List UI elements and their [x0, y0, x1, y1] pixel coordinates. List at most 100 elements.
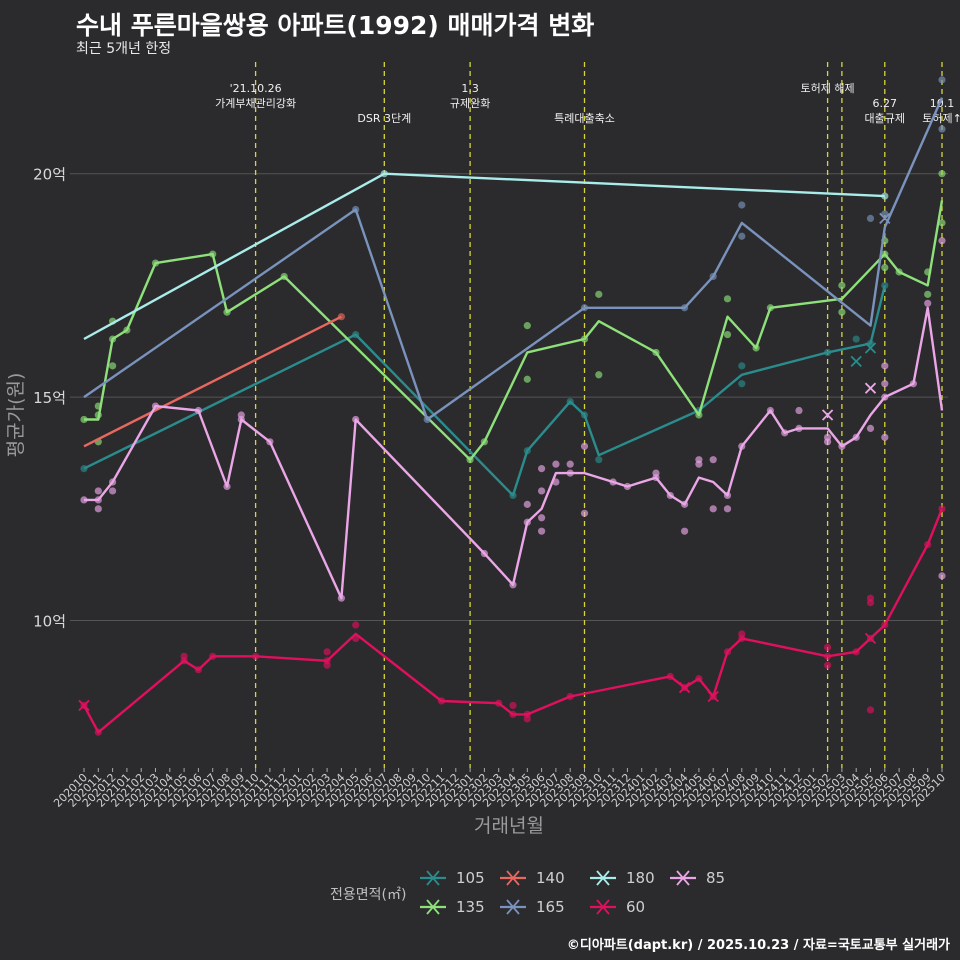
legend-key-icon [420, 899, 446, 915]
cross-marker [864, 382, 877, 394]
legend-item-180: 180 [590, 866, 655, 890]
y-tick-label: 10억 [33, 613, 66, 631]
event-label: 10.1 [930, 97, 955, 110]
data-point [237, 411, 245, 419]
legend-label: 105 [456, 869, 485, 887]
data-point [509, 701, 517, 710]
event-label: '21.10.26 [230, 82, 282, 95]
event-label: 6.27 [873, 97, 898, 110]
legend-label: 60 [626, 898, 646, 916]
data-point [552, 460, 560, 468]
data-point [866, 424, 875, 433]
event-label: 대출규제 [865, 112, 905, 125]
data-point [109, 487, 117, 495]
event-label: 규제완화 [450, 97, 490, 110]
data-point [938, 219, 946, 227]
cross-marker [678, 681, 691, 694]
event-label: DSR 3단계 [357, 112, 411, 125]
data-point [695, 456, 703, 464]
data-point [738, 232, 746, 240]
legend-key-icon [590, 899, 616, 915]
data-point [109, 362, 117, 370]
data-point [94, 487, 102, 495]
legend-item-135: 135 [420, 895, 485, 919]
data-point [538, 487, 546, 495]
data-point [709, 505, 717, 513]
data-point [838, 281, 846, 290]
event-label: 특례대출축소 [554, 112, 615, 125]
event-label: 가계부채관리강화 [215, 97, 296, 110]
data-point [938, 237, 946, 245]
series-105 [80, 281, 889, 500]
data-point [738, 380, 746, 388]
data-point [523, 715, 531, 723]
data-point [866, 214, 875, 222]
data-point [566, 460, 574, 468]
data-point [924, 299, 932, 307]
event-label: 토허제↑ [922, 112, 960, 125]
legend-key-icon [590, 870, 616, 886]
legend-label: 180 [626, 869, 655, 887]
data-point [538, 514, 546, 522]
data-point [881, 362, 889, 370]
data-point [352, 621, 360, 629]
cross-marker [879, 212, 891, 225]
data-point [866, 706, 875, 714]
cross-marker [864, 632, 877, 645]
data-point [824, 661, 832, 669]
series-180 [83, 170, 889, 341]
legend-key-icon [670, 870, 696, 886]
legend-key-icon [500, 870, 526, 886]
legend-item-105: 105 [420, 866, 485, 890]
data-point [723, 330, 732, 339]
legend-key-icon [420, 870, 446, 886]
data-point [938, 76, 946, 84]
data-point [652, 469, 660, 477]
data-point [938, 170, 946, 178]
data-point [852, 335, 860, 343]
data-point [595, 371, 603, 379]
y-tick-label: 15억 [33, 389, 66, 407]
data-point [866, 594, 875, 602]
series-line [82, 508, 944, 734]
data-point [580, 509, 589, 517]
data-point [824, 643, 832, 651]
y-axis-title: 평균가(원) [5, 373, 27, 458]
data-point [580, 442, 589, 450]
data-point [938, 572, 946, 580]
legend-item-85: 85 [670, 866, 725, 890]
series-135 [80, 170, 946, 464]
data-point [595, 290, 603, 298]
data-point [709, 456, 717, 464]
data-point [723, 295, 732, 303]
series-line [83, 285, 886, 497]
cross-marker [850, 355, 862, 368]
series-line [83, 97, 944, 421]
cross-marker [78, 699, 90, 712]
legend-item-60: 60 [590, 895, 645, 919]
chart-title: 수내 푸른마을쌍용 아파트(1992) 매매가격 변화 [76, 11, 595, 40]
data-point [938, 125, 946, 133]
series-line [84, 200, 944, 461]
legend-label: 85 [706, 869, 726, 887]
series-60 [78, 505, 946, 736]
data-point [881, 380, 889, 388]
data-point [323, 648, 331, 656]
series-165 [83, 76, 946, 424]
data-point [538, 527, 546, 535]
data-point [824, 438, 832, 446]
data-point [180, 652, 188, 660]
series-140 [83, 313, 345, 448]
legend-label: 140 [536, 869, 565, 887]
data-point [738, 362, 746, 370]
legend-item-140: 140 [500, 866, 565, 890]
data-point [94, 505, 102, 513]
data-point [523, 500, 531, 508]
data-point [323, 661, 331, 669]
chart-subtitle: 최근 5개년 한정 [76, 41, 172, 57]
data-point [538, 465, 546, 473]
source-caption: ©디아파트(dapt.kr) / 2025.10.23 / 자료=국토교통부 실… [566, 938, 950, 953]
data-point [723, 505, 732, 513]
data-point [795, 406, 803, 415]
